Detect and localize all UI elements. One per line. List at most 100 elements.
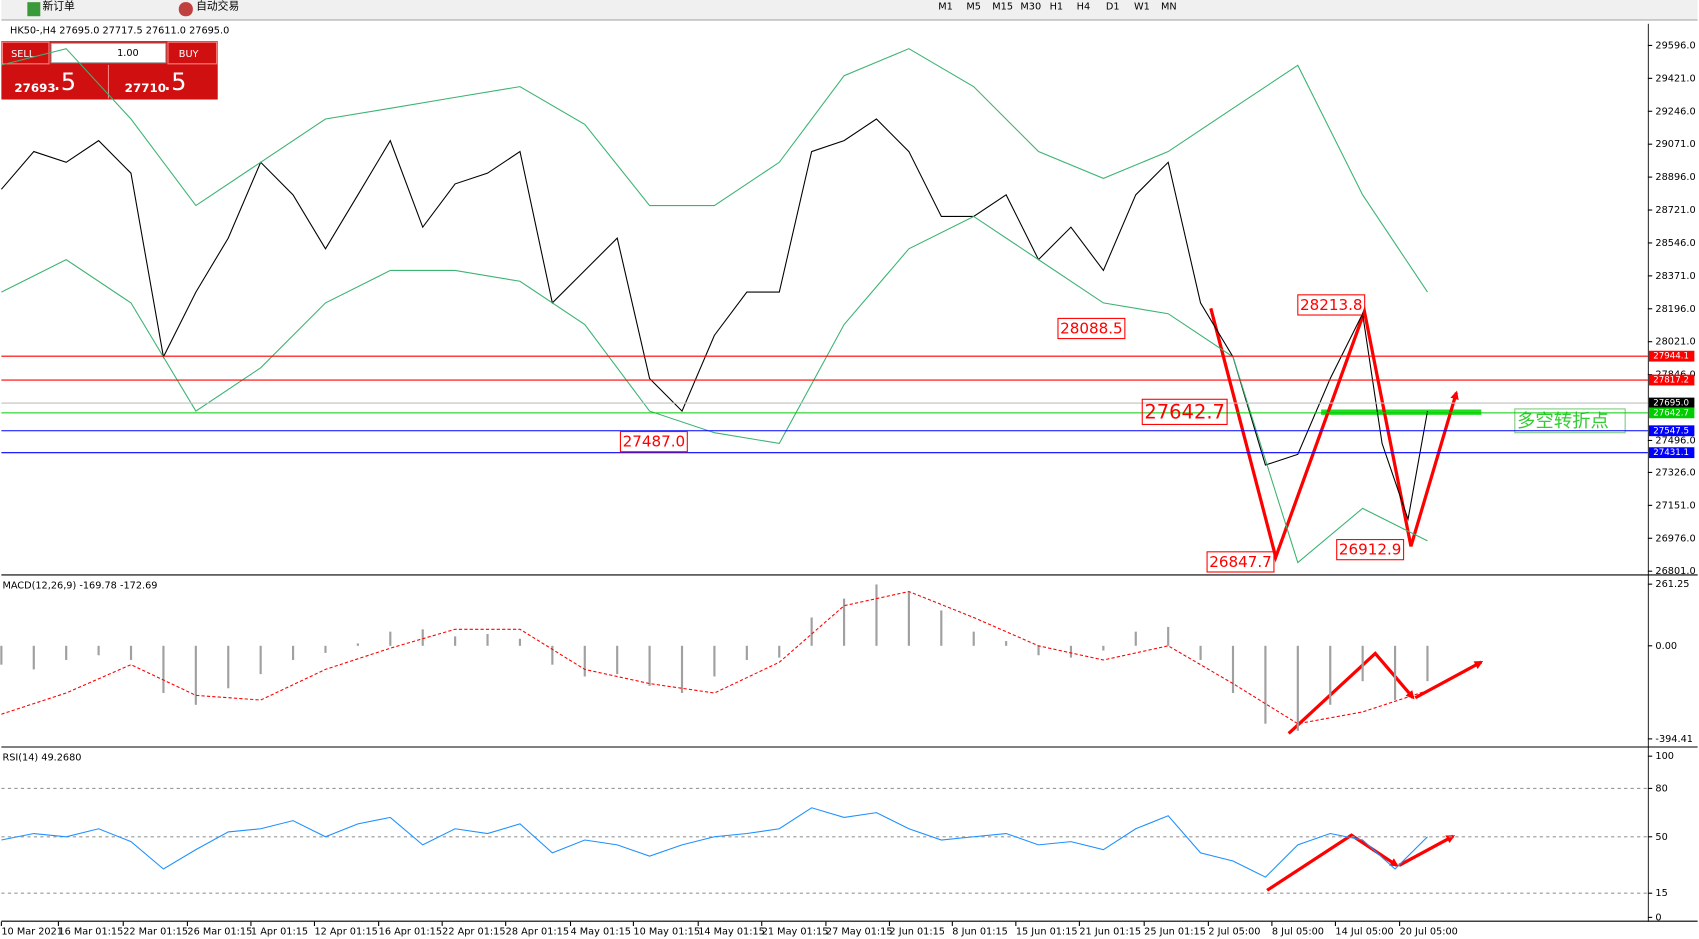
x-tick-label: 10 Mar 2021: [1, 926, 63, 937]
price-annotation: 26912.9: [1339, 541, 1402, 559]
new-order-icon[interactable]: [27, 2, 41, 17]
annotation-box: [619, 431, 688, 453]
auto-trading-icon[interactable]: [178, 2, 193, 17]
volume-input[interactable]: [50, 42, 167, 64]
volume-value[interactable]: 1.00: [117, 48, 139, 59]
y-tick-label: 27326.0: [1655, 467, 1695, 478]
level-tag: [1648, 425, 1695, 437]
level-tag: [1648, 350, 1695, 362]
y-tick-label: 50: [1655, 832, 1667, 843]
histogram-bar: [842, 598, 846, 646]
x-tick-label: 12 Apr 01:15: [314, 926, 377, 937]
histogram-bar: [1134, 631, 1137, 646]
histogram-bar: [1393, 645, 1397, 701]
x-tick-label: 21 Jun 01:15: [1079, 926, 1141, 937]
y-tick-label: 80: [1655, 783, 1667, 794]
level-tag: [1648, 397, 1695, 409]
rsi-arrow: [1266, 833, 1399, 892]
x-tick-label: 16 Mar 01:15: [58, 926, 123, 937]
ask-big[interactable]: .5: [164, 68, 187, 96]
price-annotation: 26847.7: [1209, 553, 1272, 571]
x-tick-label: 22 Apr 01:15: [442, 926, 505, 937]
histogram-bar: [972, 631, 975, 646]
auto-trading-button[interactable]: 自动交易: [196, 0, 239, 12]
x-tick-label: 27 May 01:15: [826, 926, 893, 937]
timeframe-button[interactable]: D1: [1106, 1, 1120, 12]
new-order-button[interactable]: 新订单: [42, 0, 75, 12]
buy-button[interactable]: [167, 41, 218, 65]
annotation-box: [1141, 398, 1228, 425]
x-tick-label: 2 Jun 01:15: [889, 926, 945, 937]
timeframe-button[interactable]: H1: [1050, 1, 1064, 12]
histogram-bar: [356, 643, 359, 646]
x-tick-label: 26 Mar 01:15: [187, 926, 252, 937]
histogram-bar: [454, 636, 457, 646]
y-tick-label: 28371.0: [1655, 271, 1695, 282]
timeframe-button[interactable]: M30: [1020, 1, 1041, 12]
histogram-bar: [0, 645, 3, 665]
y-tick-label: 0.00: [1655, 641, 1677, 652]
y-tick-label: 28896.0: [1655, 172, 1695, 183]
chart-title: HK50-,H4 27695.0 27717.5 27611.0 27695.0: [10, 25, 229, 36]
indicator-title: MACD(12,26,9) -169.78 -172.69: [2, 580, 157, 591]
bid-big[interactable]: .5: [53, 68, 76, 96]
y-tick-label: 0: [1655, 912, 1661, 923]
histogram-bar: [583, 645, 586, 677]
sell-label[interactable]: SELL: [11, 49, 35, 60]
price-annotation: 28088.5: [1060, 320, 1123, 338]
x-tick-label: 21 May 01:15: [762, 926, 829, 937]
timeframe-button[interactable]: MN: [1161, 1, 1177, 12]
timeframe-button[interactable]: W1: [1134, 1, 1150, 12]
y-tick-label: 28021.0: [1655, 337, 1695, 348]
y-tick-label: 28546.0: [1655, 238, 1695, 249]
annotation-box: [1336, 539, 1405, 561]
y-tick-label: 100: [1655, 751, 1674, 762]
histogram-bar: [1199, 645, 1202, 660]
y-tick-label: 29246.0: [1655, 106, 1695, 117]
ask-price[interactable]: 27710: [125, 81, 166, 95]
histogram-bar: [486, 634, 489, 646]
x-tick-label: 28 Apr 01:15: [506, 926, 569, 937]
x-tick-label: 22 Mar 01:15: [123, 926, 188, 937]
y-tick-label: 15: [1655, 888, 1667, 899]
annotation-box: [1057, 317, 1126, 340]
histogram-bar: [1167, 626, 1170, 646]
y-tick-label: 29596.0: [1655, 40, 1695, 51]
histogram-bar: [745, 645, 748, 660]
y-tick-label: 28196.0: [1655, 304, 1695, 315]
buy-label[interactable]: BUY: [179, 49, 199, 60]
toolbar: [1, 0, 1698, 20]
y-tick-label: 26976.0: [1655, 533, 1695, 544]
histogram-bar: [129, 645, 133, 660]
x-tick-label: 1 Apr 01:15: [251, 926, 308, 937]
y-tick-label: 28721.0: [1655, 205, 1695, 216]
timeframe-button[interactable]: H4: [1077, 1, 1091, 12]
indicator-title: RSI(14) 49.2680: [2, 752, 81, 763]
level-tag: [1648, 374, 1695, 386]
y-tick-label: 29421.0: [1655, 73, 1695, 84]
histogram-bar: [421, 629, 424, 646]
level-tag: [1648, 447, 1695, 459]
histogram-bar: [648, 645, 651, 686]
price-annotation: 27487.0: [623, 433, 686, 451]
histogram-bar: [1264, 645, 1267, 724]
bid-price[interactable]: 27693: [14, 81, 55, 95]
level-label: 27431.1: [1653, 448, 1689, 458]
histogram-bar: [162, 645, 165, 694]
x-tick-label: 2 Jul 05:00: [1208, 926, 1260, 937]
histogram-bar: [810, 617, 813, 646]
timeframe-button[interactable]: M1: [938, 1, 953, 12]
level-label: 27695.0: [1653, 399, 1689, 409]
histogram-bar: [194, 645, 197, 705]
histogram-bar: [227, 645, 230, 689]
histogram-bar: [65, 645, 68, 660]
timeframe-button[interactable]: M15: [992, 1, 1013, 12]
histogram-bar: [680, 645, 684, 694]
x-tick-label: 8 Jul 05:00: [1272, 926, 1324, 937]
price-annotation: 28213.8: [1300, 296, 1363, 314]
timeframe-button[interactable]: M5: [966, 1, 981, 12]
histogram-bar: [291, 645, 295, 660]
histogram-bar: [875, 584, 878, 646]
